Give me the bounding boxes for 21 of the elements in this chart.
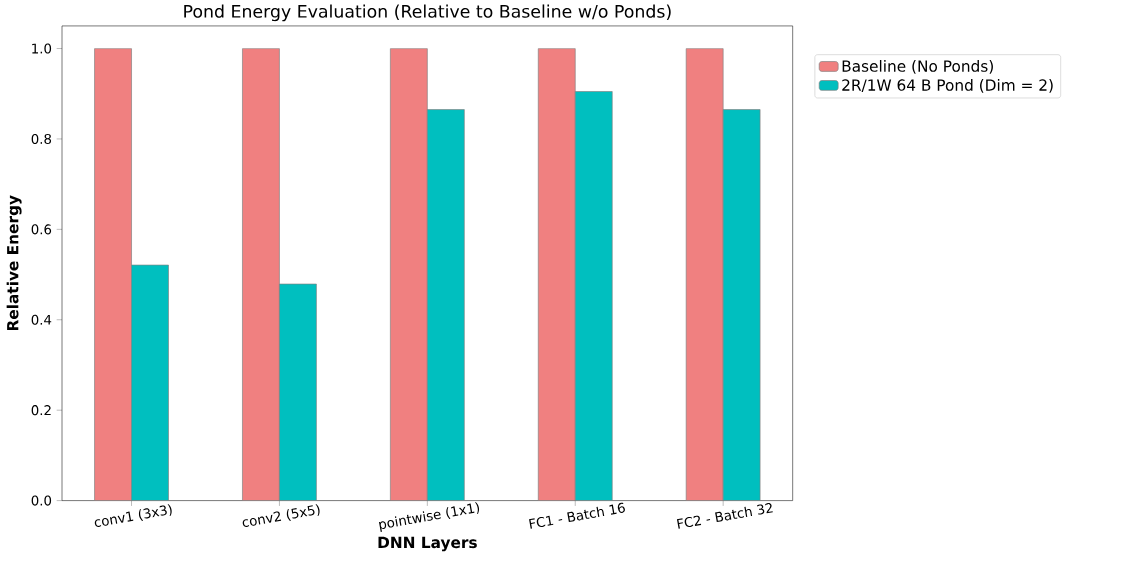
- x-tick-label: FC2 - Batch 32: [676, 503, 773, 530]
- y-tick-label: 0.4: [31, 314, 52, 326]
- bar: [279, 283, 317, 501]
- x-tick-label: FC1 - Batch 16: [529, 503, 625, 530]
- x-tick-label: conv2 (5x5): [242, 504, 320, 528]
- y-tick-label: 0.8: [31, 134, 52, 145]
- y-tick-label: 0.0: [31, 495, 52, 506]
- y-axis-title: Relative Energy: [6, 195, 22, 331]
- bar: [722, 109, 761, 501]
- bar: [131, 264, 169, 501]
- x-tick-label: conv1 (3x3): [94, 504, 172, 528]
- x-axis-title: DNN Layers: [378, 536, 477, 552]
- x-tick-label: pointwise (1x1): [378, 502, 480, 533]
- y-tick-label: 0.6: [31, 224, 52, 235]
- bar: [427, 109, 465, 501]
- bar: [574, 91, 613, 501]
- y-tick-label: 0.2: [31, 405, 51, 416]
- y-tick-label: 1.0: [32, 43, 52, 54]
- chart-title: Pond Energy Evaluation (Relative to Baseline w/o Ponds): [184, 4, 671, 22]
- legend-label: 2R/1W 64 B Pond (Dim = 2): [842, 79, 1053, 93]
- legend-label: Baseline (No Ponds): [842, 60, 993, 74]
